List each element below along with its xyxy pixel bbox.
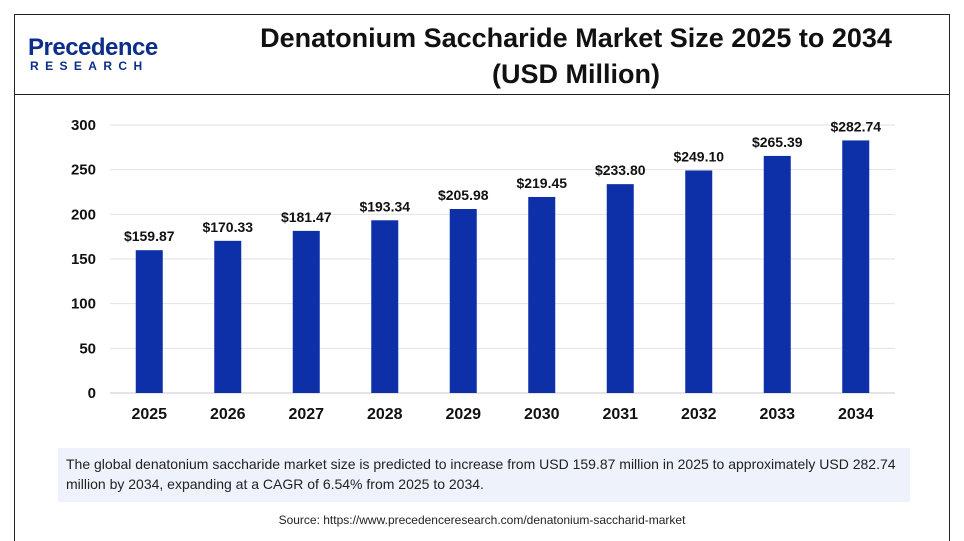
x-tick-label: 2033: [759, 406, 795, 423]
x-tick-label: 2027: [288, 406, 324, 423]
y-tick-label: 100: [71, 296, 96, 313]
source-text: Source: https://www.precedenceresearch.c…: [278, 513, 686, 527]
data-label: $265.39: [752, 134, 803, 150]
data-label: $282.74: [830, 118, 881, 134]
bar: [214, 240, 242, 393]
x-tick-label: 2028: [367, 406, 403, 423]
brand-name: Precedence: [28, 34, 158, 61]
data-label: $233.80: [595, 162, 646, 178]
title-line-2: (USD Million): [492, 59, 660, 89]
brand-logo: Precedence RESEARCH: [28, 34, 178, 78]
bar: [528, 196, 556, 393]
bar: [685, 170, 713, 393]
data-label: $181.47: [281, 209, 332, 225]
title-line-1: Denatonium Saccharide Market Size 2025 t…: [260, 23, 892, 53]
bar: [135, 250, 163, 393]
data-label: $159.87: [124, 228, 175, 244]
bar: [371, 220, 399, 393]
data-label: $249.10: [673, 148, 724, 164]
bar: [292, 230, 320, 393]
page-title: Denatonium Saccharide Market Size 2025 t…: [200, 20, 952, 92]
y-tick-label: 50: [79, 340, 96, 357]
chart-frame: [14, 14, 950, 541]
data-label: $193.34: [359, 198, 410, 214]
summary-note: The global denatonium saccharide market …: [58, 448, 910, 502]
brand-sub: RESEARCH: [30, 59, 149, 73]
x-tick-label: 2030: [524, 406, 560, 423]
bar-chart: 0 50 100 150 200 250 300 $159.87 2025 $170.33 2026…: [71, 117, 895, 423]
y-tick-label: 300: [71, 117, 96, 134]
x-tick-label: 2032: [681, 406, 717, 423]
bar: [842, 140, 870, 393]
x-tick-label: 2034: [838, 406, 874, 423]
y-tick-label: 200: [71, 206, 96, 223]
x-tick-label: 2029: [445, 406, 481, 423]
data-label: $170.33: [202, 219, 253, 235]
y-tick-label: 150: [71, 251, 96, 268]
data-label: $219.45: [516, 175, 567, 191]
data-label: $205.98: [438, 187, 489, 203]
y-tick-label: 0: [88, 385, 96, 402]
y-tick-label: 250: [71, 162, 96, 179]
x-tick-label: 2026: [210, 406, 246, 423]
bar: [763, 155, 791, 393]
bar: [606, 184, 634, 393]
x-tick-label: 2031: [602, 406, 638, 423]
header-divider: [14, 94, 950, 95]
bar: [449, 208, 477, 393]
x-tick-label: 2025: [131, 406, 167, 423]
